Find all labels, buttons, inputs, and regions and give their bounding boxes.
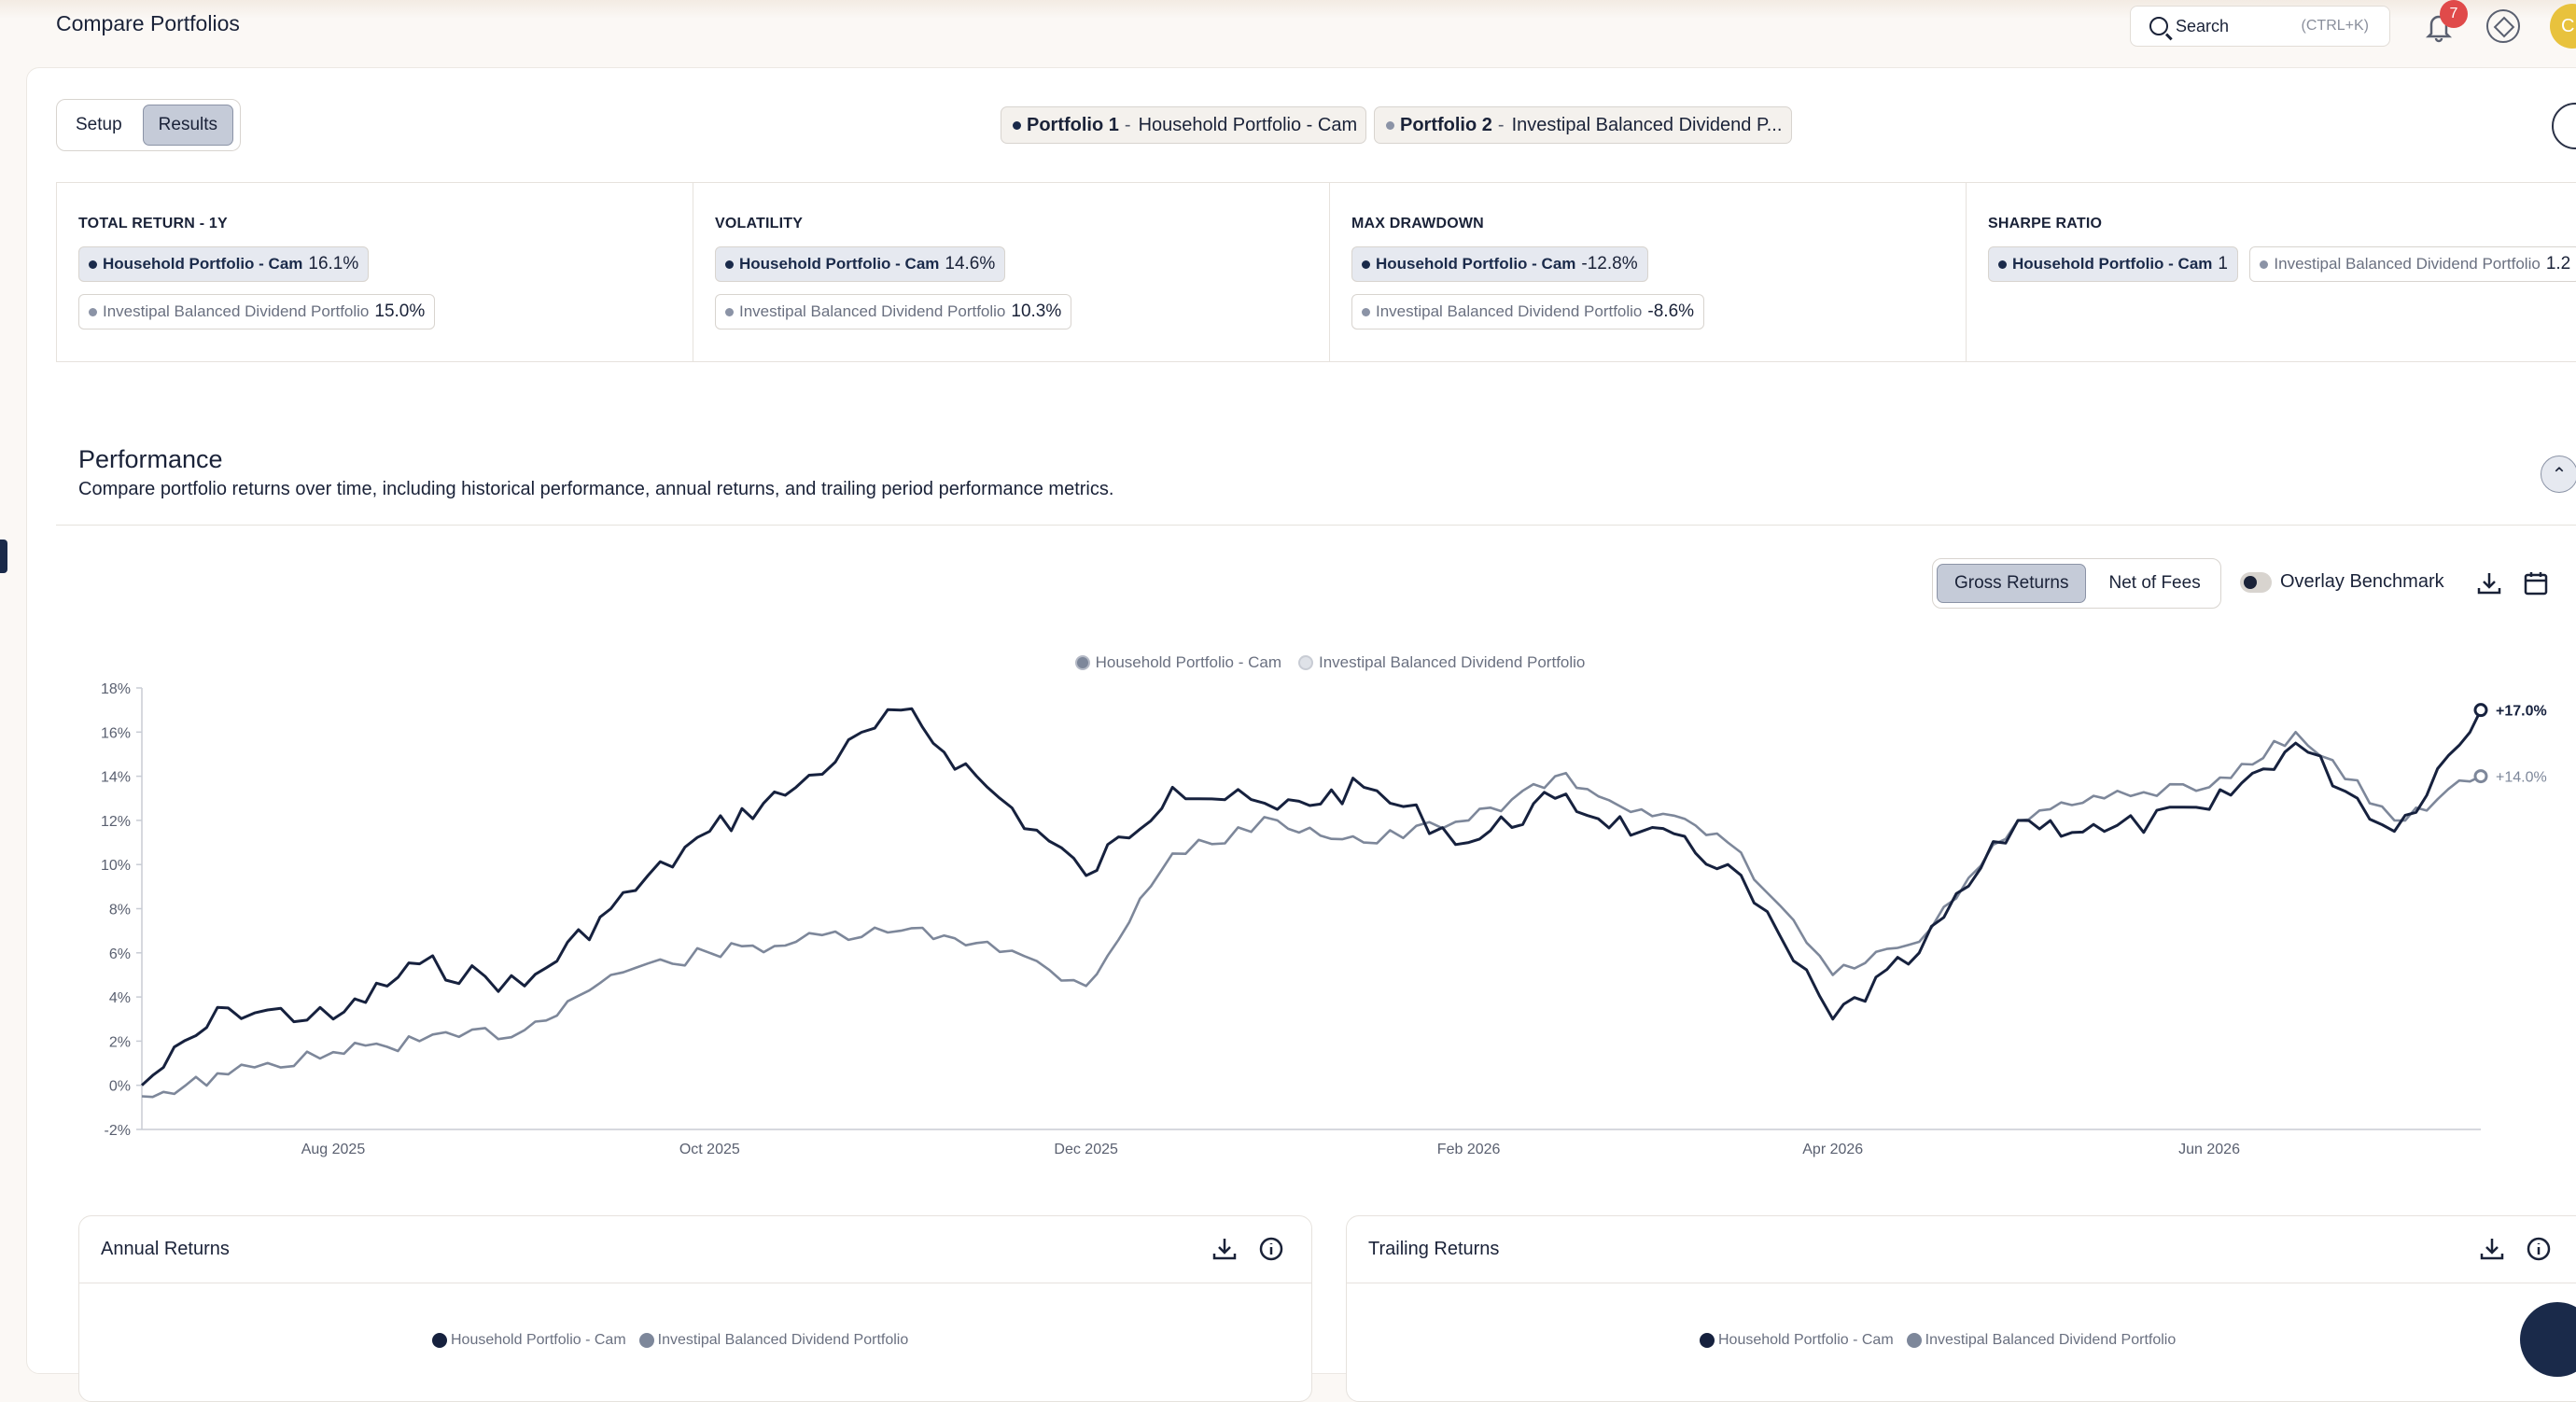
search-icon (2149, 17, 2168, 35)
y-tick-label: 14% (101, 770, 131, 786)
x-tick-label: Oct 2025 (679, 1142, 740, 1157)
y-tick-label: 10% (101, 858, 131, 874)
series-line (141, 731, 2482, 1099)
y-tick-label: 16% (101, 725, 131, 741)
compass-icon[interactable] (2486, 9, 2520, 43)
metric-title: SHARPE RATIO (1988, 216, 2103, 231)
divider (56, 525, 2576, 526)
chart-legend: Household Portfolio - Cam Investipal Bal… (1700, 1332, 2176, 1349)
collapse-button[interactable]: ⌃ (2541, 456, 2576, 493)
y-tick-label: 6% (109, 946, 131, 962)
overlay-benchmark-toggle[interactable] (2240, 572, 2272, 593)
metric-volatility: VOLATILITY Household Portfolio - Cam 14.6… (693, 183, 1330, 361)
portfolio-2-prefix: Portfolio 2 (1400, 114, 1492, 135)
metric-total-return: TOTAL RETURN - 1Y Household Portfolio - … (57, 183, 693, 361)
y-tick-label: 0% (109, 1079, 131, 1095)
series-dot (1013, 120, 1021, 130)
y-tick-label: 8% (109, 903, 131, 918)
legend-item[interactable]: Household Portfolio - Cam (1074, 653, 1281, 672)
calendar-icon[interactable] (2522, 569, 2550, 597)
tab-results[interactable]: Results (142, 105, 234, 146)
series-line (140, 707, 2483, 1087)
section-subtitle: Compare portfolio returns over time, inc… (78, 479, 1114, 499)
annual-returns-card: Annual Returns Household Portfolio - Cam… (78, 1215, 1312, 1402)
legend-item[interactable]: Investipal Balanced Dividend Portfolio (1297, 653, 1585, 672)
series-end-label: +14.0% (2496, 770, 2547, 786)
metric-chip-p1: Household Portfolio - Cam 14.6% (715, 246, 1006, 282)
series-dot (1386, 120, 1394, 130)
series-end-marker (2473, 703, 2488, 718)
metric-chip-p2: Investipal Balanced Dividend Portfolio 1.… (2249, 246, 2576, 282)
side-tab[interactable] (0, 540, 7, 573)
search-shortcut: (CTRL+K) (2301, 18, 2369, 34)
y-tick-label: 18% (101, 681, 131, 697)
metric-max-drawdown: MAX DRAWDOWN Household Portfolio - Cam -1… (1330, 183, 1967, 361)
performance-line-chart: 18% 16% 14% 12% 10% 8% 6% 4% 2% 0% -2% Aug 2025 Oct … (101, 681, 2547, 1157)
returns-toggle: Gross Returns Net of Fees (1932, 558, 2221, 609)
x-tick-label: Jun 2026 (2178, 1142, 2240, 1157)
metric-sharpe-ratio: SHARPE RATIO Household Portfolio - Cam 1 … (1967, 183, 2576, 361)
trailing-returns-card: Trailing Returns Household Portfolio - C… (1346, 1215, 2576, 1402)
tab-gross-returns[interactable]: Gross Returns (1937, 564, 2087, 603)
section-title: Performance (78, 445, 223, 473)
y-tick-label: 12% (101, 814, 131, 830)
tab-net-of-fees[interactable]: Net of Fees (2108, 573, 2201, 593)
series-end-label: +17.0% (2496, 704, 2547, 720)
download-icon[interactable] (2475, 569, 2503, 597)
portfolio-1-name: Household Portfolio - Cam (1138, 114, 1358, 135)
y-tick-label: 4% (109, 990, 131, 1006)
info-icon[interactable] (1257, 1235, 1285, 1263)
y-tick-label: -2% (105, 1123, 131, 1139)
page-title: Compare Portfolios (56, 11, 240, 35)
portfolio-1-prefix: Portfolio 1 (1027, 114, 1119, 135)
card-title: Annual Returns (79, 1216, 1311, 1283)
search-label: Search (2176, 16, 2230, 35)
download-icon[interactable] (1211, 1235, 1239, 1263)
notification-badge: 7 (2440, 0, 2468, 28)
portfolio-2-name: Investipal Balanced Dividend P... (1511, 114, 1783, 135)
chevron-up-icon: ⌃ (2551, 464, 2568, 485)
metric-chip-p1: Household Portfolio - Cam 16.1% (78, 246, 370, 282)
portfolio-chip-1[interactable]: Portfolio 1 - Household Portfolio - Cam (1001, 106, 1366, 144)
metric-chip-p1: Household Portfolio - Cam -12.8% (1351, 246, 1648, 282)
search-input[interactable]: Search (CTRL+K) (2130, 6, 2390, 47)
metrics-row: TOTAL RETURN - 1Y Household Portfolio - … (56, 182, 2576, 362)
metric-chip-p1: Household Portfolio - Cam 1 (1988, 246, 2238, 282)
metric-title: MAX DRAWDOWN (1351, 216, 1484, 231)
avatar[interactable]: C (2550, 4, 2576, 49)
tab-setup[interactable]: Setup (76, 115, 122, 134)
x-tick-label: Aug 2025 (301, 1142, 366, 1157)
overlay-benchmark-label: Overlay Benchmark (2280, 571, 2444, 592)
portfolio-chip-2[interactable]: Portfolio 2 - Investipal Balanced Divide… (1374, 106, 1792, 144)
chart-legend: Household Portfolio - Cam Investipal Bal… (0, 653, 2576, 672)
x-tick-label: Apr 2026 (1802, 1142, 1863, 1157)
metric-chip-p2: Investipal Balanced Dividend Portfolio 10… (715, 294, 1072, 329)
y-tick-label: 2% (109, 1034, 131, 1050)
chart-legend: Household Portfolio - Cam Investipal Bal… (432, 1332, 908, 1349)
main-card (26, 67, 2576, 1374)
download-icon[interactable] (2478, 1235, 2506, 1263)
top-bar: Compare Portfolios Search (CTRL+K) 7 C (0, 0, 2576, 52)
metric-chip-p2: Investipal Balanced Dividend Portfolio 15… (78, 294, 436, 329)
series-end-marker (2473, 769, 2488, 784)
info-icon[interactable] (2525, 1235, 2553, 1263)
card-title: Trailing Returns (1347, 1216, 2576, 1283)
view-toggle: Setup Results (56, 99, 241, 151)
metric-title: VOLATILITY (715, 216, 804, 231)
metric-chip-p2: Investipal Balanced Dividend Portfolio -8… (1351, 294, 1705, 329)
x-tick-label: Feb 2026 (1437, 1142, 1501, 1157)
x-tick-label: Dec 2025 (1054, 1142, 1118, 1157)
metric-title: TOTAL RETURN - 1Y (78, 216, 228, 231)
